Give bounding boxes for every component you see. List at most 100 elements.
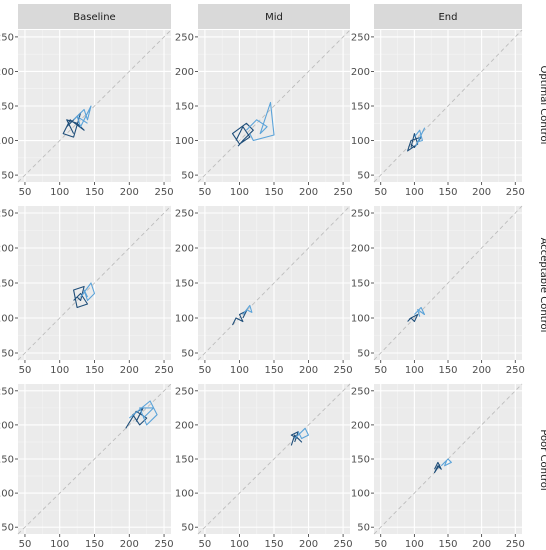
y-tick-label: 150 xyxy=(175,455,194,466)
diagonal-reference-line xyxy=(373,205,523,361)
x-tick-label: 50 xyxy=(374,539,387,550)
strip-col-end xyxy=(374,4,522,29)
y-tick-label: 250 xyxy=(175,32,194,43)
series-line-light xyxy=(128,400,158,426)
x-tick-label: 150 xyxy=(438,539,457,550)
panel-1-2: 50 100 150 200 250 50 100 150 200 250 xyxy=(351,205,525,376)
x-tick-label: 50 xyxy=(19,365,32,376)
x-tick-label: 150 xyxy=(264,539,283,550)
panel-0-1: 50 100 150 200 250 50 100 150 200 250 xyxy=(175,29,353,198)
panel-2-2: 50 100 150 200 250 50 100 150 200 250 xyxy=(351,383,525,550)
y-tick-label: 50 xyxy=(1,349,14,360)
x-tick-label: 100 xyxy=(50,539,69,550)
y-tick-label: 150 xyxy=(0,455,14,466)
x-tick-label: 200 xyxy=(120,539,139,550)
y-tick-label: 150 xyxy=(0,102,14,113)
x-tick-label: 50 xyxy=(199,365,212,376)
series-line-light xyxy=(413,127,426,147)
x-tick-label: 100 xyxy=(405,187,424,198)
y-tick-label: 100 xyxy=(0,314,14,325)
y-tick-label: 100 xyxy=(351,136,370,147)
y-tick-label: 200 xyxy=(351,244,370,255)
x-tick-label: 200 xyxy=(299,365,318,376)
panel-1-1: 50 100 150 200 250 50 100 150 200 250 xyxy=(175,205,353,376)
series-line-light xyxy=(246,101,275,142)
strip-row-optimal-control: Optimal Control xyxy=(538,66,546,145)
y-tick-label: 150 xyxy=(351,102,370,113)
series-line-dark xyxy=(231,122,254,147)
y-tick-label: 50 xyxy=(357,171,370,182)
diagonal-reference-line xyxy=(17,383,172,535)
diagonal-reference-line xyxy=(197,205,351,361)
x-tick-label: 200 xyxy=(472,539,491,550)
diagonal-reference-line xyxy=(17,29,172,183)
series-line-light xyxy=(440,458,452,467)
y-tick-label: 50 xyxy=(181,349,194,360)
x-tick-label: 150 xyxy=(438,187,457,198)
y-tick-label: 250 xyxy=(351,32,370,43)
x-tick-label: 200 xyxy=(120,365,139,376)
x-tick-label: 50 xyxy=(199,187,212,198)
x-tick-label: 200 xyxy=(120,187,139,198)
x-tick-label: 150 xyxy=(264,365,283,376)
series-line-light xyxy=(73,105,92,128)
y-tick-label: 50 xyxy=(1,523,14,534)
x-tick-label: 250 xyxy=(334,539,353,550)
diagonal-reference-line xyxy=(373,29,523,183)
y-tick-label: 250 xyxy=(0,32,14,43)
panels-layer: 50 100 150 200 250 50 100 150 200 250 50 100 150 200 2… xyxy=(0,29,525,550)
diagonal-reference-line xyxy=(197,383,351,535)
panel-2-0: 50 100 150 200 250 50 100 150 200 250 xyxy=(0,383,174,550)
y-tick-label: 100 xyxy=(0,489,14,500)
x-tick-label: 50 xyxy=(19,539,32,550)
y-tick-label: 200 xyxy=(351,420,370,431)
y-tick-label: 100 xyxy=(0,136,14,147)
x-tick-label: 100 xyxy=(230,539,249,550)
x-tick-label: 250 xyxy=(154,365,173,376)
strip-col-baseline-label: Baseline xyxy=(73,12,115,23)
series-line-dark xyxy=(433,461,442,474)
y-tick-label: 250 xyxy=(351,209,370,220)
diagonal-reference-line xyxy=(197,29,351,183)
x-tick-label: 200 xyxy=(472,187,491,198)
y-tick-label: 200 xyxy=(175,244,194,255)
x-tick-label: 50 xyxy=(374,365,387,376)
y-tick-label: 100 xyxy=(175,136,194,147)
x-tick-label: 50 xyxy=(19,187,32,198)
x-tick-label: 50 xyxy=(199,539,212,550)
y-tick-label: 100 xyxy=(351,489,370,500)
y-tick-label: 150 xyxy=(351,279,370,290)
panel-2-1: 50 100 150 200 250 50 100 150 200 250 xyxy=(175,383,353,550)
y-tick-label: 250 xyxy=(351,386,370,397)
y-tick-label: 50 xyxy=(357,523,370,534)
x-tick-label: 250 xyxy=(154,539,173,550)
x-tick-label: 100 xyxy=(405,539,424,550)
y-tick-label: 100 xyxy=(351,314,370,325)
y-tick-label: 150 xyxy=(175,102,194,113)
series-line-light xyxy=(294,427,310,440)
x-tick-label: 200 xyxy=(299,187,318,198)
x-tick-label: 250 xyxy=(506,365,525,376)
y-tick-label: 200 xyxy=(175,67,194,78)
x-tick-label: 100 xyxy=(230,187,249,198)
y-tick-label: 150 xyxy=(0,279,14,290)
y-tick-label: 100 xyxy=(175,314,194,325)
y-tick-label: 150 xyxy=(351,455,370,466)
x-tick-label: 200 xyxy=(472,365,491,376)
x-tick-label: 250 xyxy=(506,539,525,550)
x-tick-label: 100 xyxy=(405,365,424,376)
x-tick-label: 250 xyxy=(334,365,353,376)
series-line-light xyxy=(414,306,426,317)
strip-col-end-label: End xyxy=(438,12,457,23)
y-tick-label: 200 xyxy=(0,67,14,78)
series-line-dark xyxy=(232,310,247,326)
y-tick-label: 50 xyxy=(181,523,194,534)
y-tick-label: 50 xyxy=(1,171,14,182)
x-tick-label: 150 xyxy=(264,187,283,198)
series-line-light xyxy=(242,304,253,315)
strip-row-acceptable-control: Acceptable Control xyxy=(538,238,546,333)
y-tick-label: 200 xyxy=(351,67,370,78)
strip-col-mid-label: Mid xyxy=(265,12,283,23)
y-tick-label: 250 xyxy=(0,209,14,220)
